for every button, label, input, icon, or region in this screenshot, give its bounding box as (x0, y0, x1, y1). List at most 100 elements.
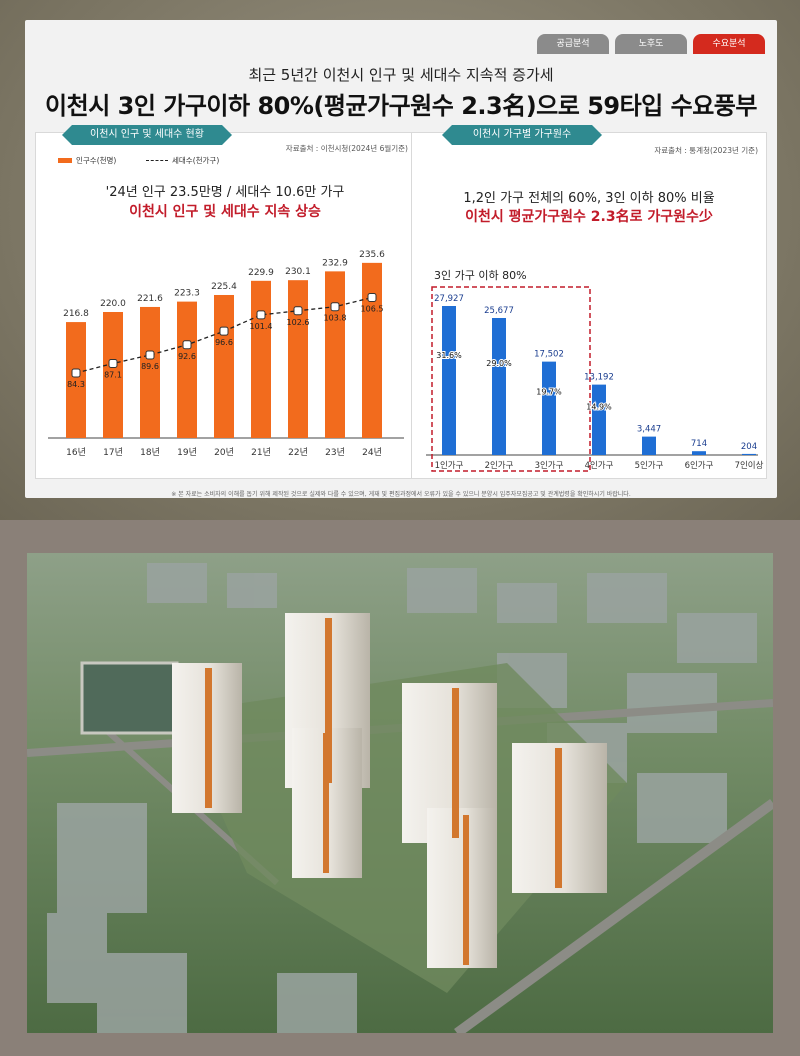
population-bar (288, 280, 308, 438)
households-point (367, 293, 377, 303)
household-box: 이천시 가구별 가구원수 자료출처 : 통계청(2023년 기준) 1,2인 가… (411, 125, 767, 479)
x-tick-label: 6인가구 (685, 460, 714, 471)
households-line (75, 296, 373, 374)
household-heading-1: 1,2인 가구 전체의 60%, 3인 이하 80% 비율 (463, 191, 715, 206)
household-value-label: 204 (741, 442, 757, 452)
household-value-label: 25,677 (484, 306, 514, 316)
population-bar (177, 301, 197, 438)
households-point (182, 340, 192, 350)
households-point (219, 326, 229, 336)
population-bar (103, 312, 123, 438)
household-percent-label: 19.7% (536, 387, 562, 396)
households-value-label: 84.3 (67, 380, 85, 389)
highlight-label: 3인 가구 이하 80% (434, 268, 527, 282)
population-bar (362, 262, 382, 438)
x-tick-label: 18년 (140, 447, 160, 458)
x-tick-label: 3인가구 (535, 460, 564, 471)
info-panel: 공급분석 노후도 수요분석 최근 5년간 이천시 인구 및 세대수 지속적 증가… (25, 20, 777, 498)
households-point (330, 302, 340, 312)
legend-households-label: 세대수(천가구) (172, 156, 220, 165)
households-value-label: 89.6 (141, 362, 159, 371)
household-bar (492, 318, 506, 455)
legend-population-label: 인구수(천명) (76, 156, 117, 165)
x-tick-label: 24년 (362, 447, 382, 458)
x-tick-label: 4인가구 (585, 460, 614, 471)
households-value-label: 96.6 (215, 338, 233, 347)
tab-demand-analysis[interactable]: 수요분석 (693, 34, 765, 54)
population-value-label: 223.3 (174, 289, 200, 299)
population-value-label: 229.9 (248, 268, 274, 278)
household-heading-2: 이천시 평균가구원수 2.3名로 가구원수少 (465, 209, 713, 225)
household-value-label: 13,192 (584, 373, 614, 383)
tab-bar: 공급분석 노후도 수요분석 (537, 34, 765, 54)
households-value-label: 87.1 (104, 370, 122, 379)
population-box-title: 이천시 인구 및 세대수 현황 (62, 125, 232, 145)
legend-bar-swatch (58, 158, 72, 163)
household-bar (442, 306, 456, 455)
population-heading-2: 이천시 인구 및 세대수 지속 상승 (129, 204, 321, 220)
population-bar (251, 280, 271, 438)
population-value-label: 221.6 (137, 294, 163, 304)
x-tick-label: 2인가구 (485, 460, 514, 471)
population-value-label: 220.0 (100, 299, 126, 309)
household-value-label: 27,927 (434, 294, 464, 304)
households-point (145, 350, 155, 360)
x-tick-label: 7인이상 (735, 460, 764, 471)
population-box: 이천시 인구 및 세대수 현황 자료출처 : 이천시청(2024년 6월기준) … (35, 125, 415, 479)
population-heading-1: '24년 인구 23.5만명 / 세대수 10.6만 가구 (105, 185, 345, 200)
headline: 이천시 3인 가구이하 80%(평균가구원수 2.3名)으로 59타입 수요풍부 (45, 92, 757, 120)
households-point (293, 306, 303, 316)
x-tick-label: 20년 (214, 447, 234, 458)
households-point (256, 310, 266, 320)
population-bar (66, 322, 86, 438)
population-bar (140, 306, 160, 438)
population-bar (214, 294, 234, 438)
household-value-label: 17,502 (534, 350, 564, 360)
household-bar (742, 453, 756, 455)
household-bar (592, 384, 606, 455)
x-tick-label: 19년 (177, 447, 197, 458)
x-tick-label: 22년 (288, 447, 308, 458)
household-box-title: 이천시 가구별 가구원수 (442, 125, 602, 145)
tab-supply-analysis[interactable]: 공급분석 (537, 34, 609, 54)
legend-line-swatch (146, 160, 168, 161)
population-value-label: 232.9 (322, 258, 348, 268)
households-value-label: 101.4 (250, 322, 273, 331)
legend-households: 세대수(천가구) (146, 155, 219, 166)
highlight-box (431, 286, 591, 472)
households-point (71, 368, 81, 378)
x-tick-label: 1인가구 (435, 460, 464, 471)
households-point (108, 358, 118, 368)
legend-population: 인구수(천명) (58, 155, 116, 166)
x-tick-label: 17년 (103, 447, 123, 458)
household-value-label: 3,447 (637, 425, 661, 435)
population-value-label: 230.1 (285, 267, 311, 277)
aerial-rendering-drawing (27, 553, 773, 1033)
population-value-label: 216.8 (63, 309, 89, 319)
household-bar (692, 451, 706, 455)
household-bar (542, 361, 556, 455)
population-bar (325, 271, 345, 438)
tab-aging[interactable]: 노후도 (615, 34, 687, 54)
households-value-label: 102.6 (287, 318, 310, 327)
x-tick-label: 21년 (251, 447, 271, 458)
x-tick-label: 5인가구 (635, 460, 664, 471)
household-percent-label: 14.9% (586, 402, 612, 411)
households-value-label: 103.8 (324, 314, 347, 323)
household-chart: 3인 가구 이하 80% 27,927 31.6% 1인가구 25,677 29.0% 2인… (426, 268, 764, 472)
households-value-label: 92.6 (178, 352, 196, 361)
population-value-label: 235.6 (359, 250, 385, 260)
household-bar (642, 436, 656, 455)
population-chart: 216.8 16년 220.0 17년 221.6 18년 223.3 19년 225.4 20년… (48, 250, 404, 458)
x-tick-label: 23년 (325, 447, 345, 458)
household-percent-label: 29.0% (486, 359, 512, 368)
sub-headline: 최근 5년간 이천시 인구 및 세대수 지속적 증가세 (248, 66, 554, 84)
households-value-label: 106.5 (361, 305, 384, 314)
population-source: 자료출처 : 이천시청(2024년 6월기준) (285, 144, 408, 153)
household-value-label: 714 (691, 439, 707, 449)
population-value-label: 225.4 (211, 282, 237, 292)
aerial-rendering-image (27, 553, 773, 1033)
household-source: 자료출처 : 통계청(2023년 기준) (654, 146, 758, 155)
footnote: ※ 본 자료는 소비자의 이해를 돕기 위해 제작된 것으로 실제와 다를 수 … (171, 491, 631, 498)
x-tick-label: 16년 (66, 447, 86, 458)
